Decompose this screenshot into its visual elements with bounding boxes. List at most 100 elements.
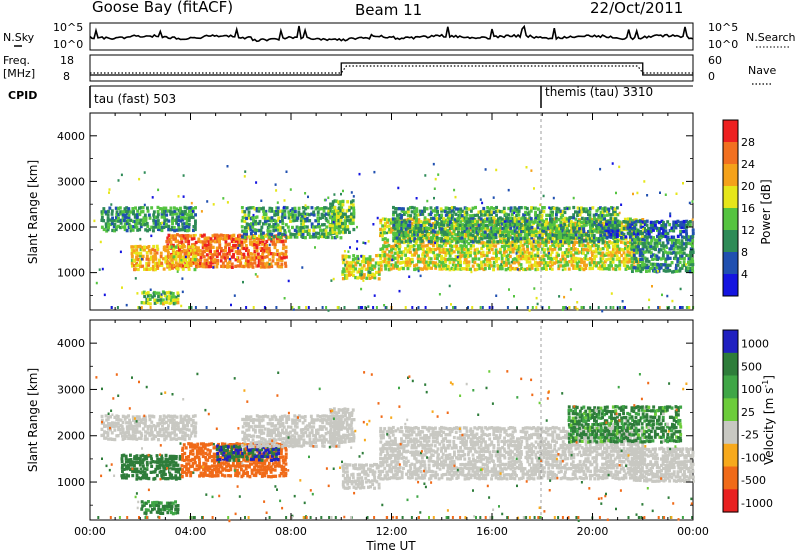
data-cell: [572, 205, 576, 210]
data-cell: [536, 267, 540, 271]
data-cell: [513, 261, 516, 265]
data-cell: [264, 213, 268, 217]
data-cell: [605, 306, 608, 309]
data-cell: [680, 223, 684, 227]
data-cell: [567, 244, 571, 248]
data-cell: [138, 206, 141, 210]
data-cell: [385, 244, 389, 248]
data-cell: [639, 229, 643, 234]
data-cell: [620, 203, 623, 206]
data-cell: [425, 238, 429, 242]
data-cell: [471, 216, 475, 220]
data-cell: [599, 220, 603, 224]
data-cell: [477, 223, 481, 227]
data-cell: [314, 235, 318, 239]
data-cell: [392, 205, 395, 210]
data-cell: [643, 222, 647, 226]
data-cell: [376, 216, 379, 220]
data-cell: [206, 200, 209, 203]
data-cell: [573, 240, 577, 244]
data-cell: [331, 228, 335, 232]
data-cell: [563, 206, 567, 211]
data-cell: [158, 433, 162, 437]
data-cell: [651, 220, 655, 225]
data-cell: [502, 229, 506, 234]
data-cell: [408, 216, 412, 220]
data-cell: [155, 454, 159, 458]
data-cell: [677, 238, 681, 243]
data-cell: [117, 418, 121, 422]
data-cell: [279, 209, 283, 213]
data-cell: [162, 431, 166, 435]
data-cell: [507, 253, 510, 257]
data-cell: [127, 213, 131, 217]
nsky-left-tick-bottom: 10^0: [53, 38, 83, 51]
data-cell: [629, 217, 632, 221]
data-cell: [616, 241, 619, 245]
data-cell: [555, 212, 558, 217]
data-cell: [647, 234, 651, 239]
data-cell: [588, 261, 592, 265]
data-cell: [461, 209, 465, 213]
data-cell: [561, 308, 564, 311]
data-cell: [490, 233, 494, 237]
data-cell: [385, 257, 389, 261]
data-cell: [169, 257, 172, 261]
data-cell: [270, 232, 274, 237]
data-cell: [576, 248, 579, 252]
data-cell: [251, 216, 255, 220]
data-cell: [345, 266, 349, 271]
data-cell: [551, 231, 555, 235]
data-cell: [255, 248, 259, 253]
data-cell: [389, 245, 393, 249]
data-cell: [488, 240, 492, 244]
data-cell: [592, 240, 596, 244]
data-cell: [664, 225, 667, 229]
data-cell: [680, 235, 684, 239]
data-cell: [458, 209, 462, 214]
data-cell: [129, 227, 133, 232]
data-cell: [513, 232, 517, 236]
data-cell: [542, 258, 546, 262]
date-title: 22/Oct/2011: [590, 0, 683, 17]
data-cell: [408, 225, 412, 230]
data-cell: [232, 246, 235, 250]
data-cell: [511, 229, 515, 233]
data-cell: [238, 264, 242, 268]
data-cell: [281, 226, 285, 230]
data-cell: [379, 268, 383, 272]
data-cell: [547, 213, 550, 217]
data-cell: [217, 234, 221, 238]
data-cell: [113, 415, 117, 419]
data-cell: [170, 258, 174, 262]
data-cell: [154, 219, 158, 223]
data-cell: [530, 251, 534, 255]
data-cell: [605, 222, 608, 226]
data-cell: [350, 202, 353, 206]
data-cell: [613, 232, 617, 237]
data-cell: [144, 291, 148, 296]
data-cell: [255, 256, 259, 260]
data-cell: [228, 246, 231, 251]
data-cell: [601, 207, 604, 211]
data-cell: [617, 238, 621, 242]
data-cell: [121, 210, 125, 214]
data-cell: [181, 218, 185, 222]
data-cell: [647, 306, 650, 309]
data-cell: [413, 220, 416, 225]
data-cell: [569, 236, 573, 240]
data-cell: [486, 206, 490, 210]
data-cell: [175, 221, 179, 225]
data-cell: [526, 267, 530, 271]
data-cell: [534, 267, 538, 272]
data-cell: [515, 244, 518, 248]
data-cell: [377, 267, 381, 271]
data-cell: [530, 256, 533, 261]
data-cell: [133, 436, 137, 440]
data-cell: [165, 213, 169, 217]
data-cell: [189, 417, 193, 422]
data-cell: [232, 255, 235, 259]
data-cell: [172, 245, 176, 250]
data-cell: [421, 247, 425, 251]
data-cell: [555, 251, 559, 255]
